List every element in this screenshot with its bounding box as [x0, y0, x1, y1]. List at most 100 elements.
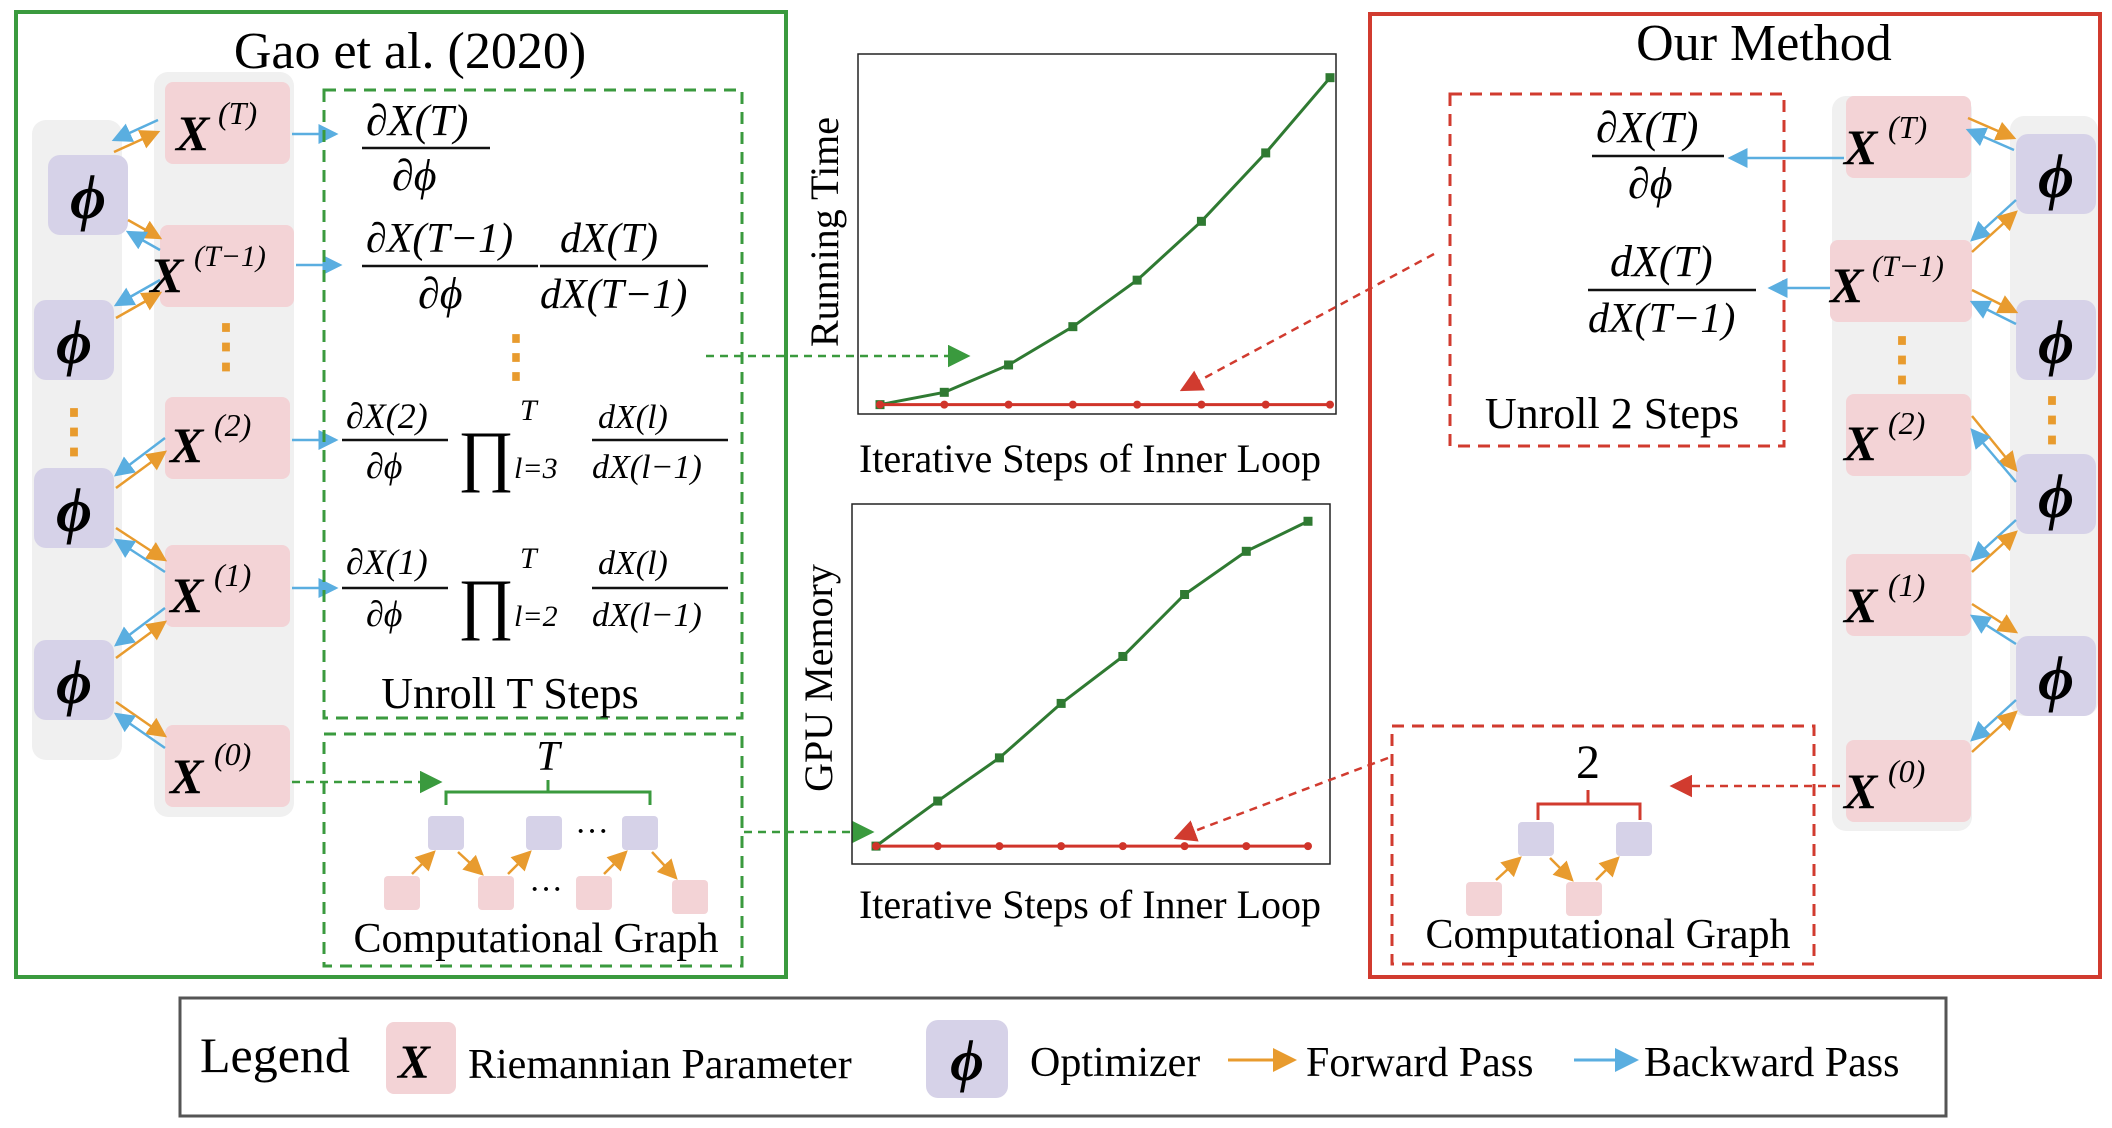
legend-param-swatch: X: [386, 1022, 456, 1094]
svg-text:ϕ: ϕ: [56, 477, 92, 545]
chart-1-series-1-line: [879, 76, 1332, 407]
svg-text:(T−1): (T−1): [1872, 250, 1944, 283]
svg-text:dX(T−1): dX(T−1): [1588, 296, 1735, 342]
svg-text:X: X: [148, 247, 185, 303]
left-phi-2: ϕ: [34, 300, 114, 380]
right-phi-1: ϕ: [2016, 134, 2096, 214]
right-param-x1: X (1): [1842, 554, 1971, 636]
svg-text:(2): (2): [1888, 405, 1925, 441]
legend-forward-label: Forward Pass: [1306, 1040, 1534, 1086]
svg-text:l=3: l=3: [514, 452, 558, 485]
svg-text:∂X(T−1): ∂X(T−1): [366, 216, 513, 262]
left-arrows: [111, 118, 343, 750]
svg-text:(1): (1): [1888, 567, 1925, 603]
svg-text:X: X: [168, 417, 205, 473]
left-phi-3: ϕ: [34, 468, 114, 548]
chart-1-series-1-point: [1068, 322, 1078, 332]
svg-text:ϕ: ϕ: [2038, 143, 2074, 211]
formula-2: ∂X(T−1) ∂ϕ dX(T) dX(T−1): [362, 216, 708, 318]
svg-text:X: X: [1842, 119, 1879, 175]
svg-text:dX(l): dX(l): [598, 545, 668, 582]
chart-2-xlabel: Iterative Steps of Inner Loop: [859, 882, 1321, 927]
svg-text:X: X: [1842, 577, 1879, 633]
chart-2-series-1-line: [875, 519, 1309, 848]
unroll-t-box: [322, 88, 744, 720]
svg-text:T: T: [520, 394, 539, 427]
chart-2-series-2-point: [1242, 842, 1251, 851]
unroll-2-label: Unroll 2 Steps: [1485, 389, 1739, 438]
right-param-x0: X (0): [1842, 740, 1971, 822]
chart-2-series-1-point: [994, 753, 1004, 763]
svg-text:T: T: [520, 542, 539, 575]
arrow-unroll2-to-chart: [1179, 252, 1435, 392]
right-graph-edges: [1495, 856, 1620, 882]
svg-text:X: X: [1842, 415, 1879, 471]
chart-2-series-2-point: [1180, 842, 1189, 851]
svg-text:dX(l−1): dX(l−1): [592, 449, 702, 486]
left-graph-ellipsis-top: ···: [575, 813, 609, 850]
right-param-dots: ⋮: [1873, 326, 1931, 391]
right-panel-title: Our Method: [1636, 15, 1892, 72]
svg-text:∏: ∏: [458, 565, 514, 641]
chart-1-series-1-point: [1325, 73, 1335, 83]
left-graph-edges: [411, 850, 678, 880]
right-param-xT1: X (T−1): [1828, 240, 1972, 322]
svg-text:ϕ: ϕ: [950, 1028, 984, 1093]
chart-2-series-1-point: [1118, 651, 1128, 661]
svg-text:∂X(T): ∂X(T): [366, 96, 468, 145]
unroll-t-label: Unroll T Steps: [381, 669, 639, 718]
svg-text:ϕ: ϕ: [70, 164, 106, 232]
right-phi-4: ϕ: [2016, 636, 2096, 716]
chart-2-marks: [871, 516, 1313, 851]
right-formula-2: dX(T) dX(T−1): [1588, 237, 1756, 342]
left-graph-ellipsis-bottom: ···: [529, 871, 563, 908]
legend-box: [178, 996, 1948, 1118]
left-param-x2: X (2): [165, 397, 290, 479]
svg-text:(0): (0): [1888, 753, 1925, 789]
chart-2-series-2-point: [933, 842, 942, 851]
legend-optimizer-swatch: ϕ: [926, 1020, 1008, 1098]
svg-text:(T−1): (T−1): [194, 240, 266, 273]
svg-text:∏: ∏: [458, 417, 514, 493]
svg-text:∂ϕ: ∂ϕ: [366, 594, 402, 634]
left-param-x0: X (0): [165, 725, 290, 807]
chart-1-xlabel: Iterative Steps of Inner Loop: [859, 436, 1321, 481]
chart-2-frame: [851, 503, 1331, 865]
right-formula-1: ∂X(T) ∂ϕ: [1592, 103, 1724, 208]
chart-2-series-2-point: [995, 842, 1004, 851]
chart-1-series-2-point: [1261, 400, 1270, 409]
svg-text:(0): (0): [214, 736, 251, 772]
legend-param-label: Riemannian Parameter: [468, 1042, 852, 1088]
svg-text:∂ϕ: ∂ϕ: [392, 151, 437, 200]
svg-text:X: X: [174, 105, 211, 161]
chart-2-series-1-point: [1241, 546, 1251, 556]
svg-text:ϕ: ϕ: [2038, 463, 2074, 531]
chart-1-series-2-point: [940, 400, 949, 409]
svg-text:dX(T): dX(T): [1610, 237, 1713, 286]
left-param-xT: X (T): [165, 82, 290, 164]
svg-text:dX(T): dX(T): [560, 216, 658, 262]
svg-text:dX(l−1): dX(l−1): [592, 597, 702, 634]
chart-2-series-1-point: [933, 796, 943, 806]
left-graph-brace-label: T: [536, 734, 562, 780]
chart-1-ylabel: Running Time: [802, 117, 847, 347]
formula-3: ∂X(2) ∂ϕ ∏ T l=3 dX(l) dX(l−1): [342, 394, 728, 493]
svg-text:X: X: [1828, 257, 1865, 313]
svg-text:ϕ: ϕ: [2038, 645, 2074, 713]
svg-text:(T): (T): [218, 95, 257, 131]
legend-optimizer-label: Optimizer: [1030, 1040, 1200, 1086]
chart-2-series-1-point: [1056, 698, 1066, 708]
svg-text:∂X(T): ∂X(T): [1596, 103, 1698, 152]
formula-1: ∂X(T) ∂ϕ: [362, 96, 490, 200]
svg-text:l=2: l=2: [514, 600, 558, 633]
formula-dots: ⋮: [488, 326, 544, 388]
svg-text:X: X: [168, 748, 205, 804]
svg-text:X: X: [1842, 763, 1879, 819]
arrow-graph-to-chart: [1173, 756, 1389, 842]
chart-1-series-1-point: [939, 387, 949, 397]
right-graph-brace: [1536, 790, 1642, 820]
left-graph-label: Computational Graph: [353, 916, 718, 962]
right-graph-box: [1390, 724, 1816, 966]
chart-2-series-1-point: [1180, 590, 1190, 599]
